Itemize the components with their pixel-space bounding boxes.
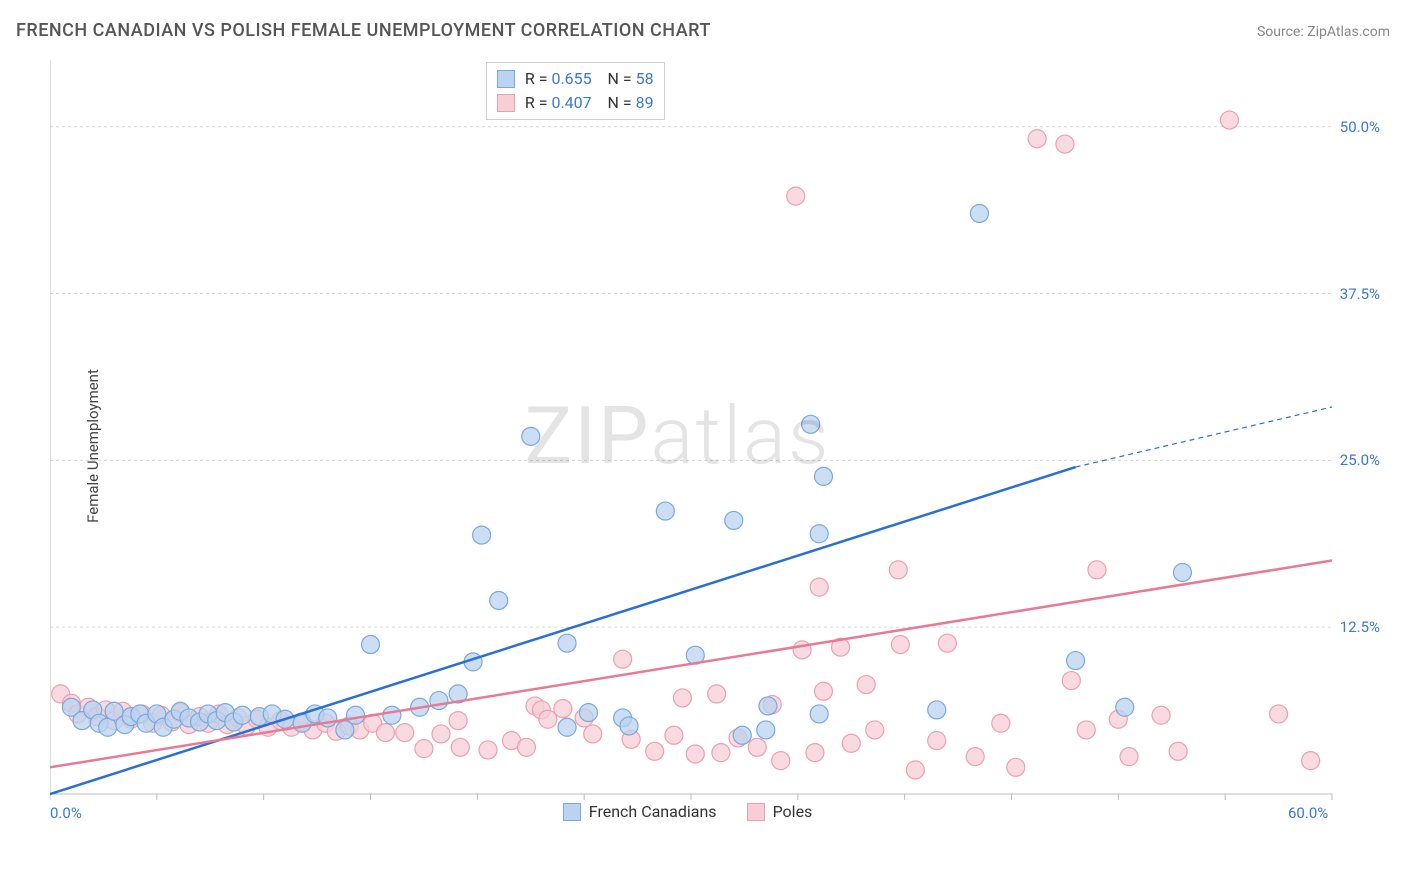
x-tick-label: 0.0% (50, 804, 82, 822)
y-tick-label: 50.0% (1340, 118, 1380, 136)
series-legend: French Canadians Poles (563, 802, 813, 821)
series-legend-item: Poles (747, 802, 813, 821)
series-legend-label: Poles (773, 802, 813, 821)
chart-title: FRENCH CANADIAN VS POLISH FEMALE UNEMPLO… (16, 20, 711, 41)
y-tick-label: 25.0% (1340, 451, 1380, 469)
x-tick-label: 60.0% (1288, 804, 1328, 822)
stats-legend-row: R = 0.655 N = 58 (497, 67, 654, 91)
stats-legend: R = 0.655 N = 58R = 0.407 N = 89 (486, 62, 665, 120)
y-tick-label: 37.5% (1340, 285, 1380, 303)
legend-swatch (497, 94, 515, 112)
source-label: Source: ZipAtlas.com (1257, 24, 1390, 40)
stats-legend-row: R = 0.407 N = 89 (497, 91, 654, 115)
legend-swatch (497, 70, 515, 88)
legend-swatch (747, 803, 765, 821)
plot-area: ZIPatlas R = 0.655 N = 58R = 0.407 N = 8… (50, 60, 1380, 830)
series-legend-item: French Canadians (563, 802, 717, 821)
legend-swatch (563, 803, 581, 821)
scatter-chart (50, 60, 1380, 830)
series-legend-label: French Canadians (589, 802, 717, 821)
y-tick-label: 12.5% (1340, 618, 1380, 636)
